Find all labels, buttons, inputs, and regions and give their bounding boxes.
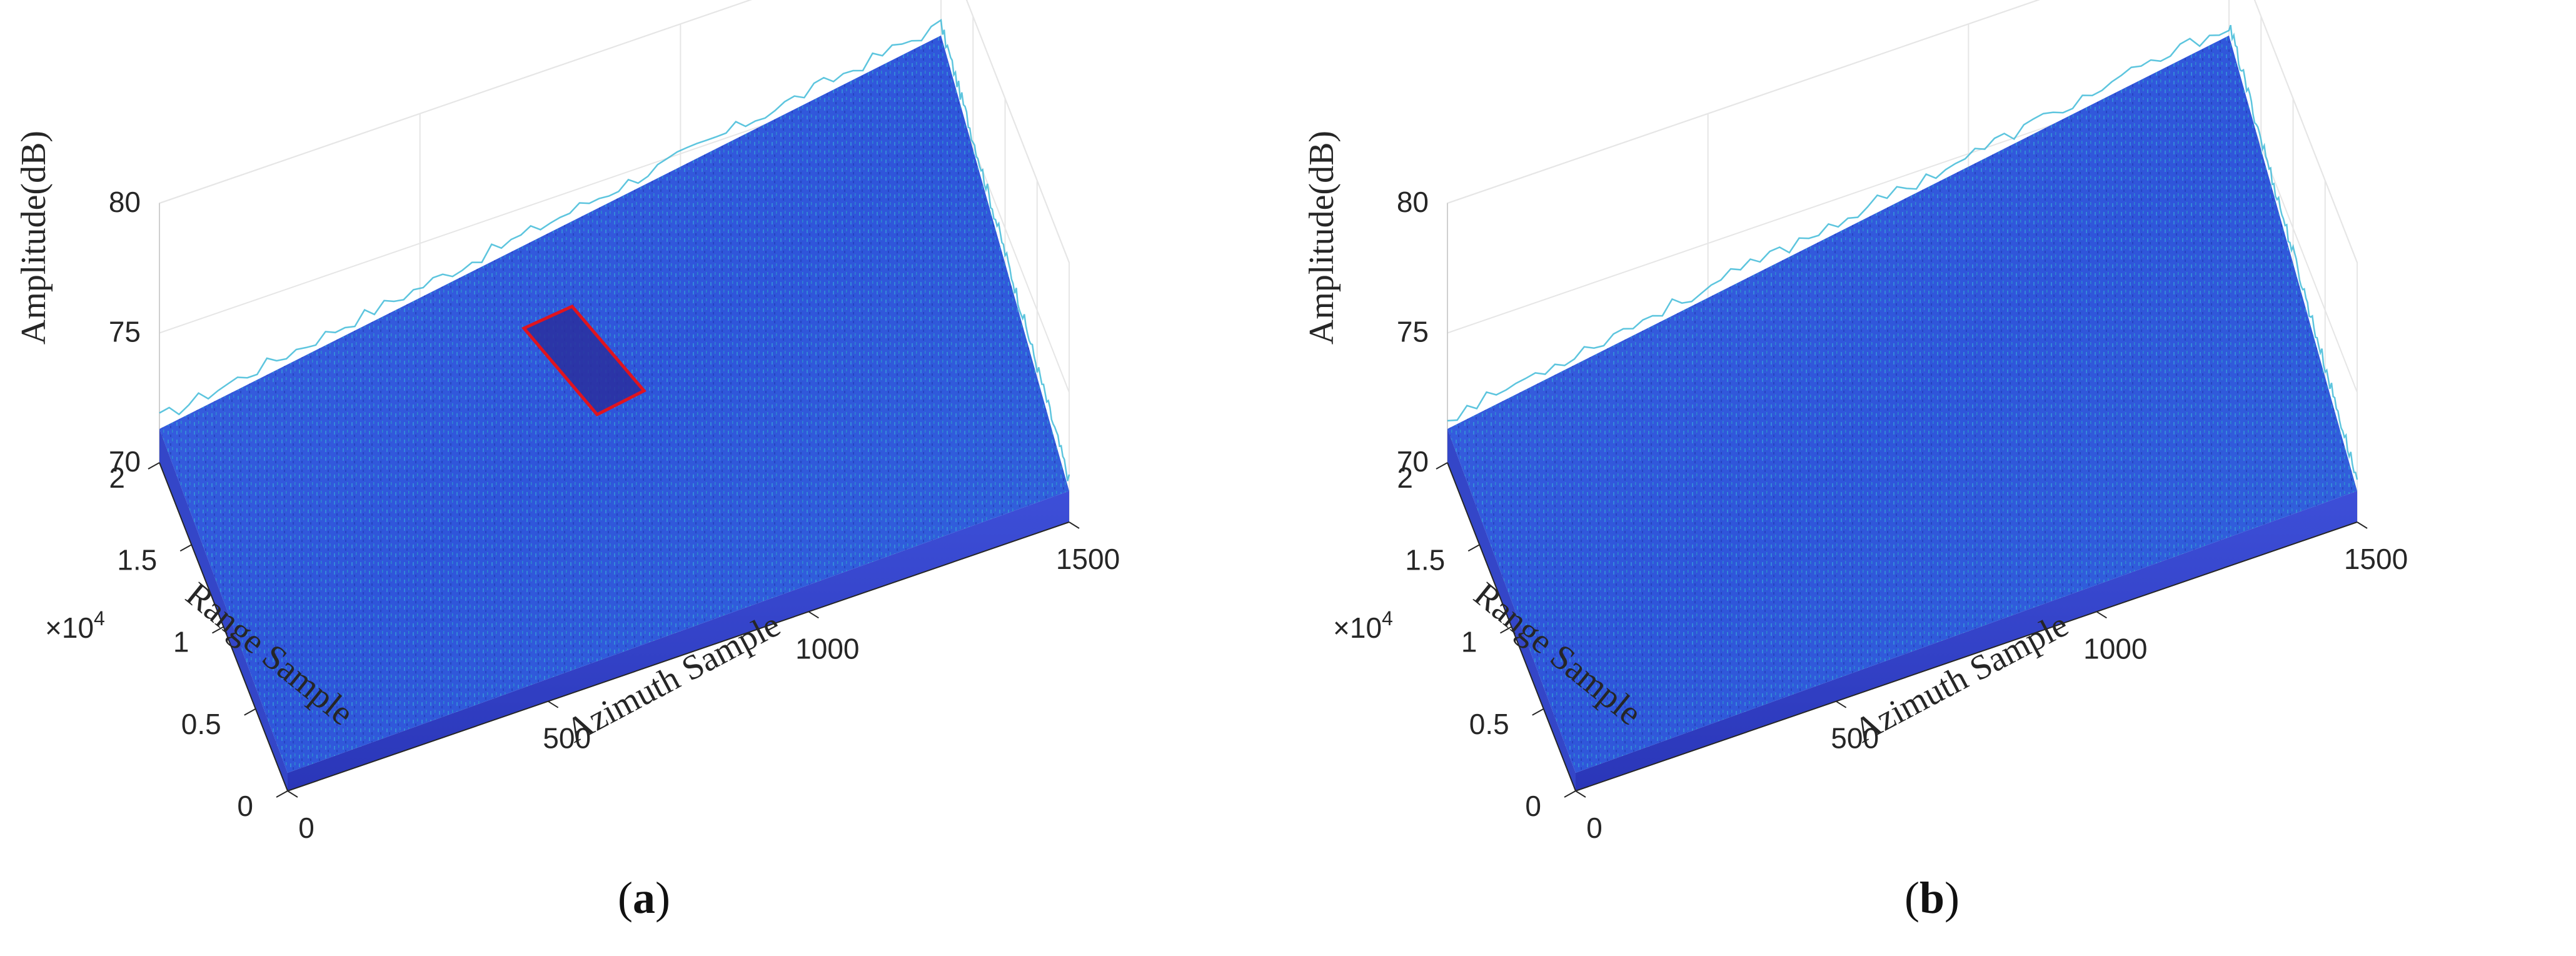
x-tick-mark [548,700,559,708]
x-tick-label: 1500 [1056,543,1120,575]
x-tick-mark [2357,521,2368,529]
grid-line-z [1447,0,2358,263]
zlabel: Amplitude(dB) [14,131,53,345]
surface-ridge-noise [159,19,1070,481]
annotation-rectangle [521,304,647,417]
y-tick-mark [179,544,192,552]
z-tick-label: 70 [109,445,141,478]
y-tick-label: 0.5 [181,708,221,740]
tick-labels-b: 70 75 80 0 0.5 1 1.5 2 0 500 1000 1500 [1397,186,2408,844]
surface-b [1447,24,2358,791]
y-tick-label: 2 [1397,461,1413,494]
x-axis-line [1575,521,2358,792]
y-tick-mark [244,708,256,716]
y-tick-mark [1436,462,1448,470]
x-axis-line [287,521,1070,792]
y-tick-mark [1467,544,1480,552]
y-tick-mark [212,626,224,634]
y-axis-line [159,462,288,792]
y-tick-label: 1 [173,626,189,658]
caption-a: (a) [618,873,670,923]
x-tick-label: 1000 [795,632,859,665]
tick-labels-a: 70 75 80 0 0.5 1 1.5 2 0 500 1000 1500 [109,186,1120,844]
z-tick-label: 80 [1397,186,1429,218]
y-tick-mark [1500,626,1512,634]
surface-texture [1447,35,2357,773]
y-tick-label: 0 [237,790,253,822]
y-tick-mark [148,462,160,470]
x-tick-mark [1575,790,1586,798]
z-tick-label: 75 [109,316,141,348]
y-tick-label: 0.5 [1469,708,1509,740]
x-tick-label: 1500 [2344,543,2408,575]
surface-front-face [288,491,1069,791]
surface-left-face [159,429,288,791]
y-tick-mark [1564,790,1576,798]
surface-ridge-noise [1447,24,2358,480]
z-tick-label: 70 [1397,445,1429,478]
caption-b: (b) [1904,873,1960,923]
y-tick-label: 0 [1525,790,1541,822]
grid-line-z [159,0,1070,263]
x-tick-mark [287,790,298,798]
z-tick-label: 75 [1397,316,1429,348]
y-axis-line [1447,462,1576,792]
x-tick-label: 0 [1586,812,1602,844]
zlabel: Amplitude(dB) [1302,131,1341,345]
surface-plot-a: 70 75 80 0 0.5 1 1.5 2 0 500 1000 1500 Amplitude(dB… [14,0,1120,844]
z-tick-label: 80 [109,186,141,218]
x-tick-label: 500 [543,722,591,755]
figure-panel-b: 70 75 80 0 0.5 1 1.5 2 0 500 1000 1500 Amplitude(dB… [1288,0,2576,956]
annotation-region [524,306,644,415]
x-tick-label: 0 [298,812,314,844]
x-tick-mark [808,611,819,619]
surface-left-face [1447,429,1576,791]
y-tick-mark [1532,708,1544,716]
y-tick-label: 2 [109,461,125,494]
y-tick-label: 1.5 [117,543,157,576]
annotation-layer-a [521,304,647,417]
y-exponent: ×104 [1333,607,1393,644]
y-tick-label: 1.5 [1405,543,1445,576]
figure-panel-a: 70 75 80 0 0.5 1 1.5 2 0 500 1000 1500 Amplitude(dB… [14,0,1120,923]
x-tick-mark [2096,611,2107,619]
x-tick-mark [1836,700,1847,708]
y-exponent: ×104 [45,607,105,644]
y-tick-mark [276,790,288,798]
y-tick-label: 1 [1461,626,1477,658]
x-tick-mark [1069,521,1080,529]
x-tick-label: 500 [1831,722,1879,755]
x-tick-label: 1000 [2083,632,2147,665]
surface-plot-b: 70 75 80 0 0.5 1 1.5 2 0 500 1000 1500 Amplitude(dB… [1302,0,2408,844]
surface-front-face [1576,491,2357,791]
